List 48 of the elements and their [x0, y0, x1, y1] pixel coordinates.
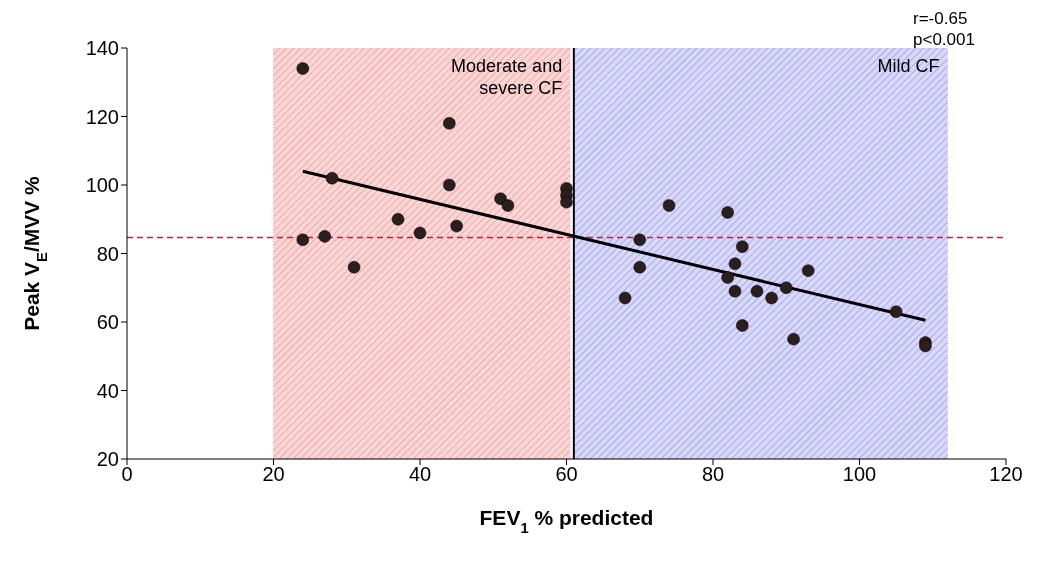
x-tick-label: 120 [989, 463, 1023, 486]
point [296, 233, 310, 247]
x-tick-label: 0 [121, 463, 133, 486]
x-tick-label: 40 [408, 463, 432, 486]
point [618, 291, 632, 305]
point [728, 257, 742, 271]
point [560, 195, 573, 209]
y-tick-label: 40 [96, 379, 119, 402]
point [325, 171, 339, 185]
x-axis-title: FEV$_{1}$ % predicted [479, 506, 654, 536]
band-label: Moderate and severe CF [451, 56, 563, 98]
point [633, 260, 646, 274]
point [728, 284, 742, 298]
point [443, 178, 456, 192]
point [296, 62, 310, 75]
x-tick-label: 60 [555, 463, 578, 486]
point [721, 271, 734, 284]
point [443, 117, 456, 130]
y-tick-label: 120 [85, 105, 119, 128]
point [736, 240, 749, 253]
point [736, 319, 749, 332]
point [765, 291, 778, 305]
x-tick-label: 100 [842, 463, 877, 486]
y-tick-label: 100 [85, 174, 119, 197]
point [318, 230, 332, 243]
point [501, 199, 515, 212]
y-tick-label: 20 [96, 448, 119, 471]
point [787, 332, 800, 346]
point [780, 281, 793, 294]
point [919, 339, 932, 353]
point [391, 213, 405, 226]
point [801, 264, 815, 277]
y-tick-label: 140 [85, 37, 119, 60]
x-tick-label: 80 [701, 463, 725, 486]
annotation: p<0.001 [913, 30, 975, 49]
point [889, 305, 903, 318]
y-tick-label: 60 [96, 311, 119, 334]
text: r=-0.65 [913, 9, 968, 28]
band-label: Mild CF [877, 56, 940, 76]
point [721, 206, 734, 219]
point [450, 219, 463, 233]
point [413, 226, 427, 240]
y-tick-label: 80 [96, 242, 119, 265]
point [662, 199, 676, 212]
point [750, 284, 764, 298]
point [347, 260, 361, 274]
x-tick-label: 20 [262, 463, 285, 486]
point [633, 233, 646, 247]
